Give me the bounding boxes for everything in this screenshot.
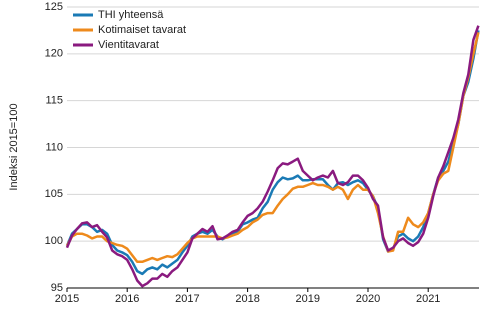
y-tick-label: 120: [45, 48, 63, 60]
series-line: [65, 30, 480, 276]
legend-label: Kotimaiset tavarat: [98, 24, 186, 36]
x-tick-label: 2020: [356, 293, 380, 305]
x-tick-label: 2019: [296, 293, 320, 305]
y-tick-label: 115: [45, 95, 63, 107]
y-tick-label: 95: [51, 282, 63, 294]
series-line: [65, 25, 480, 288]
x-tick-label: 2016: [115, 293, 139, 305]
y-tick-label: 100: [45, 235, 63, 247]
x-tick-label: 2015: [55, 293, 79, 305]
y-axis-label: Indeksi 2015=100: [8, 103, 20, 190]
series-line: [65, 32, 480, 264]
legend-label: Vientitavarat: [98, 39, 159, 51]
x-tick-label: 2021: [416, 293, 440, 305]
x-tick-label: 2017: [175, 293, 199, 305]
y-tick-label: 110: [45, 141, 63, 153]
y-tick-label: 105: [45, 188, 63, 200]
y-tick-label: 125: [45, 1, 63, 13]
x-tick-label: 2018: [235, 293, 259, 305]
legend-label: THI yhteensä: [98, 9, 164, 21]
